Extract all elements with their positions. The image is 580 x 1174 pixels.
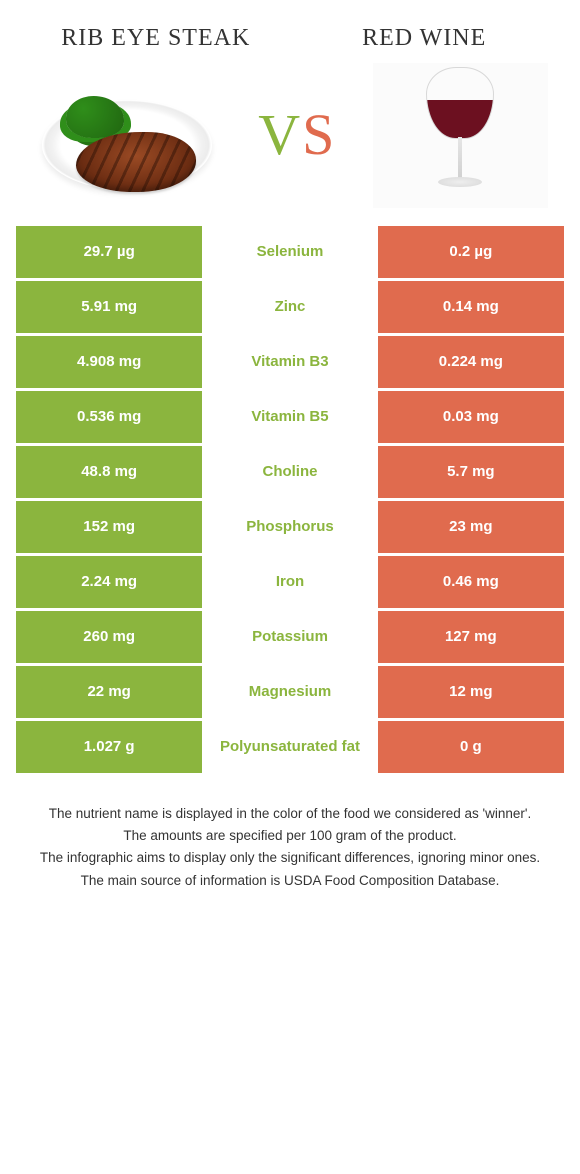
left-value: 22 mg [16,666,202,718]
wine-glass-icon [420,65,500,205]
table-row: 29.7 µgSelenium0.2 µg [16,226,564,278]
vs-v: V [258,102,302,167]
left-value: 0.536 mg [16,391,202,443]
nutrient-label: Vitamin B5 [202,391,377,443]
nutrient-label: Magnesium [202,666,377,718]
right-food-title: Red Wine [314,24,534,53]
right-value: 12 mg [378,666,564,718]
table-row: 48.8 mgCholine5.7 mg [16,446,564,498]
vs-label: VS [258,106,336,164]
left-value: 152 mg [16,501,202,553]
table-row: 260 mgPotassium127 mg [16,611,564,663]
left-food-image [32,63,222,208]
nutrient-label: Choline [202,446,377,498]
table-row: 1.027 gPolyunsaturated fat0 g [16,721,564,773]
header: Rib eye steak Red Wine [16,16,564,57]
nutrient-label: Potassium [202,611,377,663]
right-value: 0.224 mg [378,336,564,388]
table-row: 152 mgPhosphorus23 mg [16,501,564,553]
nutrient-label: Polyunsaturated fat [202,721,377,773]
right-value: 127 mg [378,611,564,663]
right-value: 0.46 mg [378,556,564,608]
table-row: 22 mgMagnesium12 mg [16,666,564,718]
right-value: 0.14 mg [378,281,564,333]
right-value: 0.03 mg [378,391,564,443]
footnote-line: The nutrient name is displayed in the co… [36,804,544,824]
nutrient-label: Selenium [202,226,377,278]
left-value: 2.24 mg [16,556,202,608]
left-value: 1.027 g [16,721,202,773]
right-value: 0.2 µg [378,226,564,278]
nutrient-label: Phosphorus [202,501,377,553]
left-value: 48.8 mg [16,446,202,498]
comparison-table: 29.7 µgSelenium0.2 µg5.91 mgZinc0.14 mg4… [16,226,564,773]
table-row: 4.908 mgVitamin B30.224 mg [16,336,564,388]
table-row: 2.24 mgIron0.46 mg [16,556,564,608]
table-row: 5.91 mgZinc0.14 mg [16,281,564,333]
infographic: Rib eye steak Red Wine VS 29.7 µgSeleniu… [0,0,580,923]
left-value: 29.7 µg [16,226,202,278]
left-value: 4.908 mg [16,336,202,388]
nutrient-label: Zinc [202,281,377,333]
nutrient-label: Iron [202,556,377,608]
left-food-title: Rib eye steak [46,24,266,53]
footnote-line: The main source of information is USDA F… [36,871,544,891]
vs-s: S [302,102,336,167]
footnotes: The nutrient name is displayed in the co… [16,776,564,899]
nutrient-label: Vitamin B3 [202,336,377,388]
image-row: VS [16,57,564,226]
right-value: 5.7 mg [378,446,564,498]
left-value: 5.91 mg [16,281,202,333]
steak-plate-icon [42,80,212,190]
footnote-line: The amounts are specified per 100 gram o… [36,826,544,846]
right-value: 0 g [378,721,564,773]
right-food-image [373,63,548,208]
footnote-line: The infographic aims to display only the… [36,848,544,868]
left-value: 260 mg [16,611,202,663]
table-row: 0.536 mgVitamin B50.03 mg [16,391,564,443]
right-value: 23 mg [378,501,564,553]
